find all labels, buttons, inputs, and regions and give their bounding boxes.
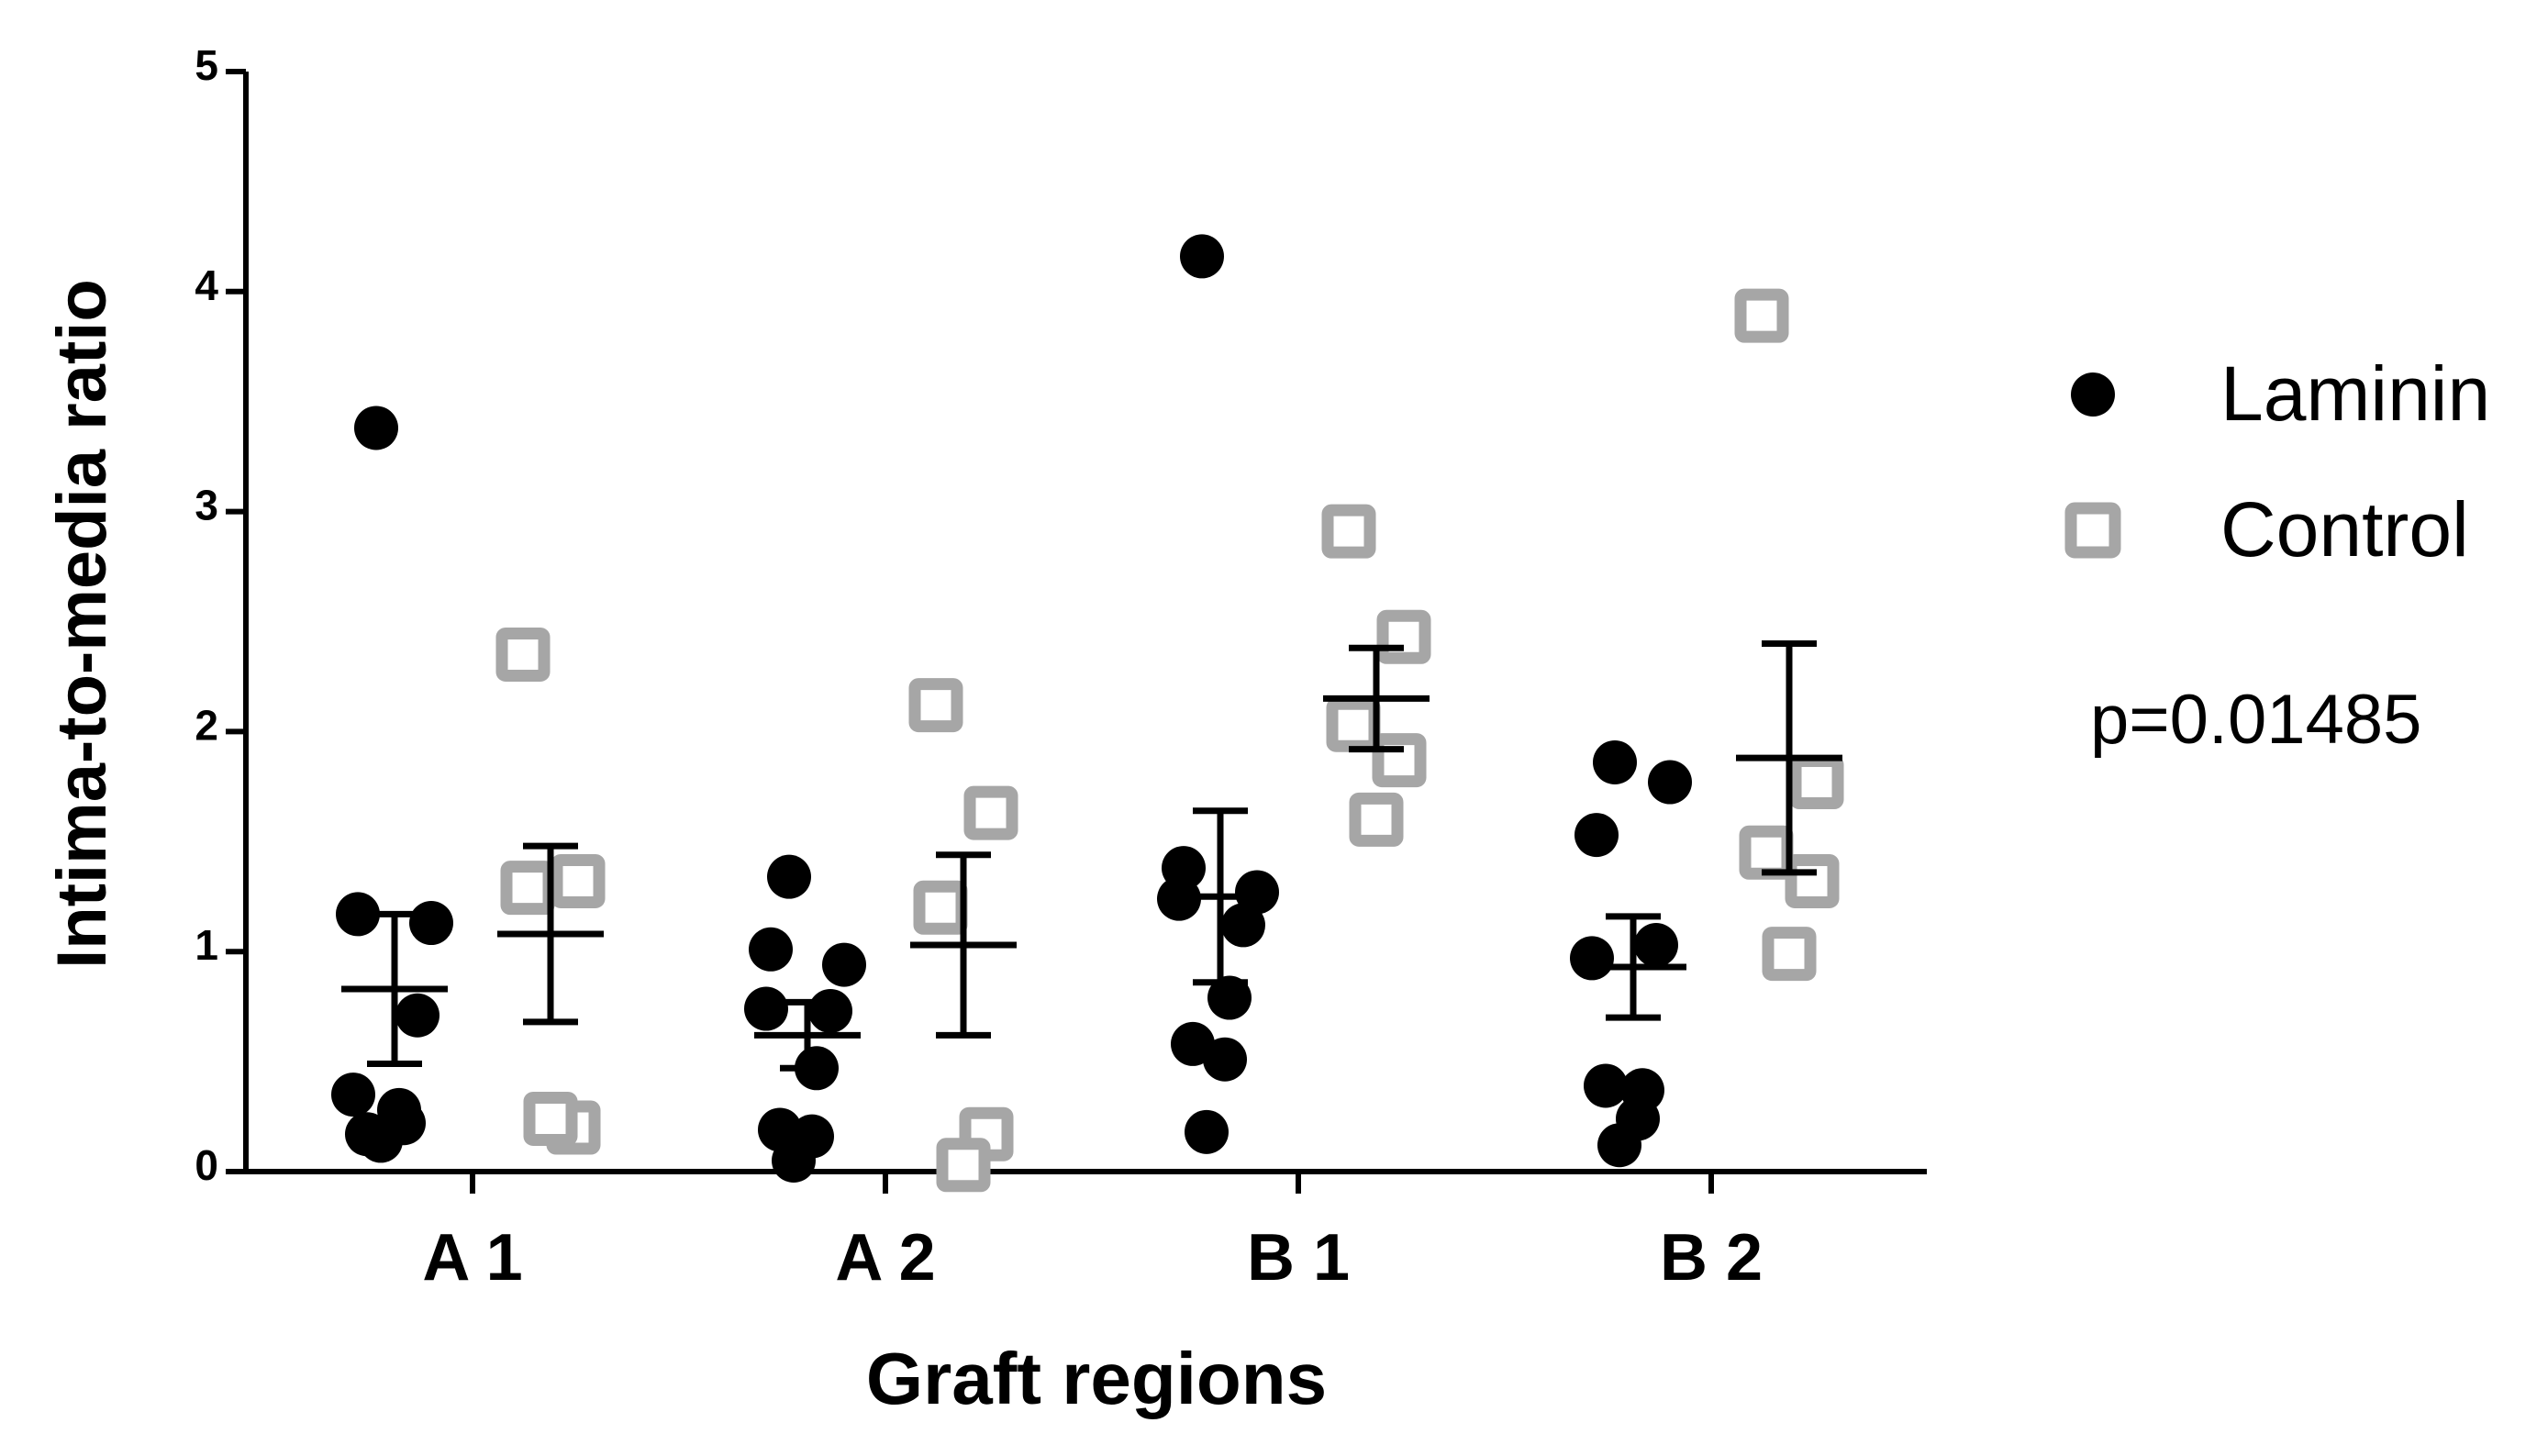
y-tick-label: 5 [195,41,218,89]
y-axis-title: Intima-to-media ratio [43,279,121,969]
laminin-point [772,1139,816,1184]
chart-marks [331,234,1844,1193]
legend-marker-control [2064,502,2121,559]
laminin-point [395,993,440,1038]
laminin-point [354,406,398,450]
control-point [1739,825,1794,880]
laminin-point [744,986,788,1031]
x-tick-label: B 2 [1660,1221,1763,1295]
laminin-point [1180,234,1224,279]
control-point [1372,733,1427,788]
control-point [1785,853,1840,908]
laminin-point [1235,870,1279,915]
control-point [963,785,1018,840]
laminin-point [331,1073,375,1117]
control-point [1376,609,1431,664]
y-tick-label: 4 [195,261,218,309]
laminin-point [359,1118,403,1163]
legend: Laminin Control [2064,350,2490,572]
control-point [500,861,555,916]
laminin-point [336,892,380,937]
y-tick-label: 3 [195,482,218,529]
laminin-point [1203,1037,1247,1082]
control-point [908,678,963,733]
legend-marker-laminin [2071,372,2115,417]
laminin-point [749,927,793,972]
control-point [1762,927,1817,982]
laminin-point [1574,813,1619,858]
x-axis-title: Graft regions [866,1338,1327,1419]
x-tick-label: B 1 [1247,1221,1350,1295]
laminin-point [1593,739,1637,784]
laminin-point [808,988,852,1033]
p-value-annotation: p=0.01485 [2090,681,2421,759]
x-tick-label: A 2 [835,1221,935,1295]
control-point [936,1138,991,1193]
laminin-point [1207,975,1252,1020]
laminin-point [822,942,866,987]
y-tick-label: 2 [195,701,218,749]
control-point [551,853,606,908]
control-point [1349,792,1404,847]
laminin-point [1584,1063,1628,1108]
laminin-point [767,854,811,899]
laminin-point [1634,923,1678,968]
control-point [523,1091,578,1146]
control-point [913,880,968,935]
y-tick-label: 0 [195,1141,218,1189]
axes: 0 1 2 3 4 5 A 1 A 2 B 1 B 2 [195,41,1927,1295]
control-point [1326,697,1381,752]
control-point [495,627,551,682]
legend-label: Control [2220,486,2469,572]
laminin-point [1570,936,1614,981]
x-tick-label: A 1 [422,1221,522,1295]
laminin-point [1185,1109,1229,1154]
control-point [1321,504,1376,559]
laminin-point [409,901,453,946]
y-tick-label: 1 [195,921,218,969]
control-point [1789,755,1844,810]
laminin-point [1597,1123,1641,1168]
legend-label: Laminin [2220,350,2490,437]
laminin-point [1221,903,1265,948]
laminin-point [1648,760,1692,805]
control-point [1734,288,1789,343]
